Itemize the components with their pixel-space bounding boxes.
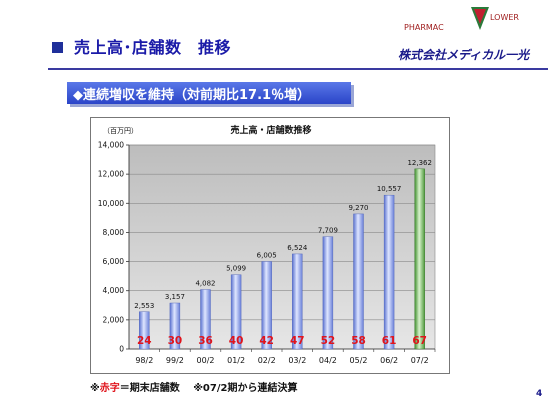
bar-value-label: 12,362	[407, 159, 432, 167]
footnote-text: ＝期末店舗数 ※07/2期から連結決算	[119, 383, 298, 394]
store-count-label: 42	[259, 335, 274, 347]
bar	[322, 236, 334, 350]
x-tick-label: 98/2	[135, 356, 153, 365]
y-tick-label: 4,000	[103, 286, 125, 295]
store-count-label: 61	[382, 335, 397, 347]
bar	[353, 213, 364, 350]
bar-value-label: 4,082	[195, 280, 215, 288]
logo-pharmac-text: PHARMAC	[404, 23, 444, 32]
bar-value-label: 3,157	[165, 293, 185, 301]
bar-value-label: 9,270	[348, 204, 368, 212]
y-tick-label: 0	[119, 345, 124, 354]
bar	[230, 274, 242, 350]
store-count-label: 58	[351, 335, 366, 347]
y-tick-label: 2,000	[103, 315, 125, 324]
store-count-label: 52	[321, 335, 336, 347]
footnote-prefix: ※	[90, 383, 100, 394]
subtitle-text: ◆連続増収を維持（対前期比17.1％増）	[73, 88, 311, 103]
x-tick-label: 02/2	[258, 356, 276, 365]
store-count-label: 47	[290, 335, 305, 347]
bar-value-label: 6,524	[287, 244, 308, 252]
bar-value-label: 7,709	[318, 227, 338, 235]
bar-value-label: 10,557	[377, 185, 402, 193]
pharmacy-flower-logo-icon	[471, 7, 489, 30]
title-bullet-square	[52, 42, 63, 53]
y-tick-label: 10,000	[98, 199, 124, 208]
bar-value-label: 5,099	[226, 265, 246, 273]
y-tick-label: 6,000	[103, 257, 125, 266]
chart-frame: 売上高・店舗数推移 （百万円） 0 2,000 4,000 6,000 8,000 10,…	[90, 117, 450, 374]
sales-bar-chart: 売上高・店舗数推移 （百万円） 0 2,000 4,000 6,000 8,000 10,…	[98, 124, 436, 365]
store-count-label: 36	[198, 335, 213, 347]
x-tick-label: 06/2	[380, 356, 398, 365]
company-name: 株式会社メディカル一光	[398, 48, 530, 62]
bar	[139, 311, 150, 350]
page-number: 4	[536, 389, 543, 399]
y-tick-label: 8,000	[103, 228, 125, 237]
x-tick-label: 04/2	[319, 356, 337, 365]
x-tick-label: 05/2	[350, 356, 368, 365]
footnote: ※赤字＝期末店舗数 ※07/2期から連結決算	[90, 379, 297, 394]
footnote-red-text: 赤字	[99, 383, 120, 394]
page-title: 売上高･店舗数 推移	[74, 38, 232, 57]
bar	[200, 289, 211, 350]
bar	[383, 194, 395, 350]
plot-area: 0 2,000 4,000 6,000 8,000 10,000 12,000 14,000 2…	[98, 141, 436, 365]
y-tick-label: 14,000	[98, 141, 124, 150]
chart-title: 売上高・店舗数推移	[230, 124, 311, 136]
store-count-label: 40	[229, 335, 244, 347]
y-tick-label: 12,000	[98, 170, 124, 179]
bar	[414, 168, 425, 350]
bar-value-label: 2,553	[134, 302, 154, 310]
x-tick-label: 00/2	[197, 356, 215, 365]
store-count-label: 30	[168, 335, 183, 347]
store-count-label: 67	[412, 335, 427, 347]
x-tick-label: 07/2	[411, 356, 429, 365]
bar	[292, 253, 303, 350]
bar-value-label: 6,005	[257, 251, 277, 259]
y-axis-label: （百万円）	[103, 127, 138, 135]
bar	[169, 302, 181, 350]
x-tick-label: 01/2	[227, 356, 245, 365]
x-tick-label: 99/2	[166, 356, 184, 365]
logo-flower-text: LOWER	[490, 13, 519, 22]
x-tick-label: 03/2	[288, 356, 306, 365]
store-count-label: 24	[137, 335, 152, 347]
header-divider	[48, 68, 548, 70]
subtitle-banner: ◆連続増収を維持（対前期比17.1％増）	[67, 82, 351, 104]
bar	[261, 261, 272, 350]
